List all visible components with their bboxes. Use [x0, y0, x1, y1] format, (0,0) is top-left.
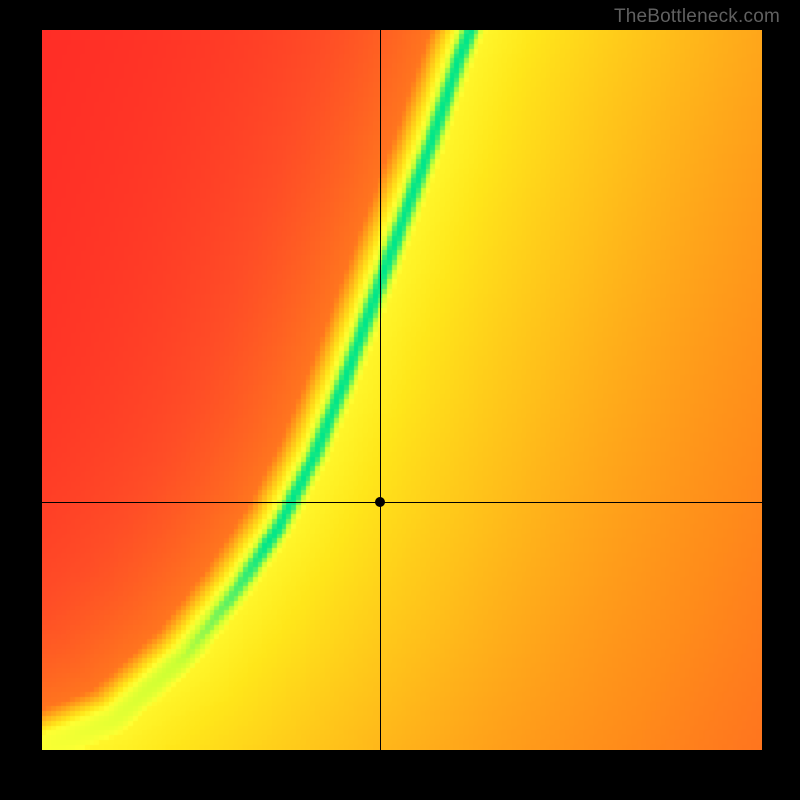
crosshair-horizontal [42, 502, 762, 503]
watermark: TheBottleneck.com [614, 6, 780, 28]
heatmap-canvas [42, 30, 762, 750]
plot-area [42, 30, 762, 750]
crosshair-vertical [380, 30, 381, 750]
crosshair-marker [375, 497, 385, 507]
